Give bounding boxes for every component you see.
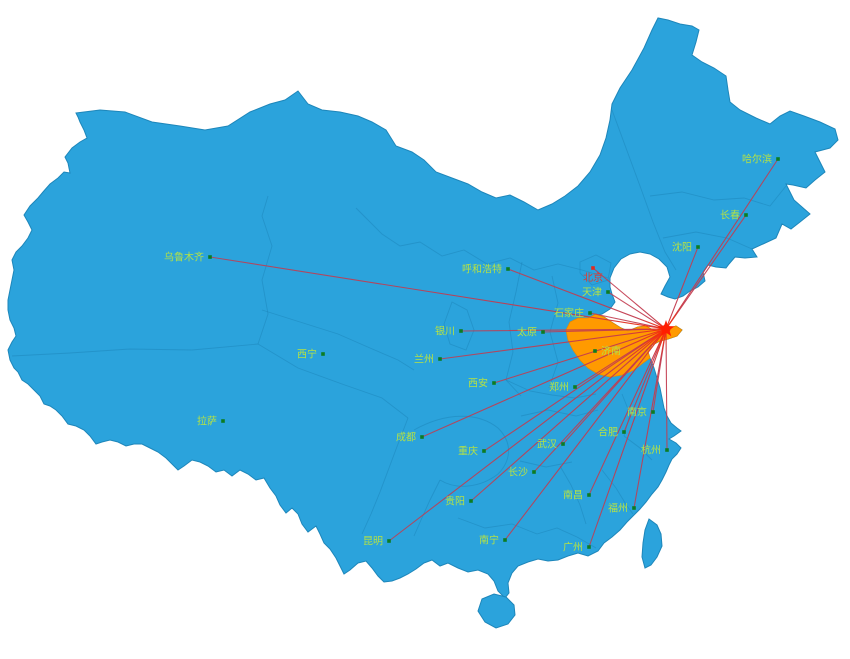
city-dot[interactable] [420,435,424,439]
city-label: 沈阳 [672,241,692,254]
city-dot[interactable] [321,352,325,356]
city-dot[interactable] [587,493,591,497]
flight-line [507,268,667,330]
flight-line [607,291,667,330]
hub-marker[interactable] [657,320,675,337]
city-label: 成都 [396,432,416,444]
city-label: 太原 [517,326,537,339]
city-label: 哈尔滨 [742,153,772,166]
city-label: 长春 [720,210,740,222]
taiwan-island-region[interactable] [641,518,663,569]
city-dot[interactable] [622,430,626,434]
city-dot[interactable] [208,255,212,259]
flight-line [209,256,667,330]
flight-line [665,158,779,330]
city-label: 西宁 [297,348,317,361]
flight-line [623,328,667,433]
city-dot[interactable] [503,538,507,542]
city-label: 银川 [435,325,455,338]
flight-line [388,328,667,542]
city-dot[interactable] [387,539,391,543]
city-dot[interactable] [591,266,595,270]
city-label: 南宁 [479,534,499,547]
flight-line [633,328,667,509]
landmass[interactable] [7,17,839,629]
flight-line [665,328,668,451]
city-label: 武汉 [537,438,557,451]
city-dot[interactable] [696,245,700,249]
province-borders [11,109,787,549]
city-label: 福州 [608,502,628,515]
flight-line [589,312,667,330]
flight-line [483,328,667,452]
city-label: 拉萨 [197,415,217,428]
flight-line [470,328,667,502]
city-label: 杭州 [641,444,661,457]
city-dot[interactable] [744,213,748,217]
city-dot[interactable] [606,290,610,294]
city-dot[interactable] [593,349,597,353]
city-label: 贵阳 [445,495,465,508]
city-dot[interactable] [776,157,780,161]
city-dot[interactable] [492,381,496,385]
city-label: 北京 [583,271,603,284]
city-markers [208,157,780,549]
star-icon[interactable] [657,320,675,337]
flight-line [665,214,747,330]
city-dot[interactable] [573,385,577,389]
flight-lines [209,158,779,548]
city-dot[interactable] [482,449,486,453]
flight-line [493,328,667,384]
city-label: 乌鲁木齐 [164,251,204,264]
flight-line [665,246,699,330]
flight-line [533,328,667,473]
city-dot[interactable] [469,499,473,503]
city-label: 天津 [582,287,602,299]
city-dot[interactable] [561,442,565,446]
city-label: 兰州 [414,353,434,366]
city-dot[interactable] [532,470,536,474]
flight-line [592,267,667,330]
city-label: 南京 [627,406,647,419]
china-mainland-region[interactable] [7,17,839,599]
city-dot[interactable] [651,410,655,414]
city-label: 合肥 [598,426,618,439]
city-dot[interactable] [588,311,592,315]
city-dot[interactable] [438,357,442,361]
city-dot[interactable] [632,506,636,510]
city-label: 呼和浩特 [462,264,502,276]
city-dot[interactable] [665,448,669,452]
city-label: 济南 [601,345,621,358]
flight-line [421,328,667,438]
flight-line [439,328,667,360]
city-dot[interactable] [541,330,545,334]
city-label: 广州 [563,542,583,554]
city-dot[interactable] [506,267,510,271]
city-label: 昆明 [363,536,383,548]
city-label: 郑州 [549,381,569,394]
city-label: 石家庄 [554,307,584,320]
city-dot[interactable] [459,329,463,333]
hainan-island-region[interactable] [477,593,516,629]
city-dot[interactable] [221,419,225,423]
city-label: 西安 [468,377,488,390]
flight-line [504,328,667,541]
flight-line [542,328,667,333]
city-label: 南昌 [563,489,583,502]
city-label: 长沙 [508,467,528,479]
city-label: 重庆 [458,445,478,458]
city-dot[interactable] [587,545,591,549]
flight-line [588,328,667,548]
flight-line [588,328,667,496]
